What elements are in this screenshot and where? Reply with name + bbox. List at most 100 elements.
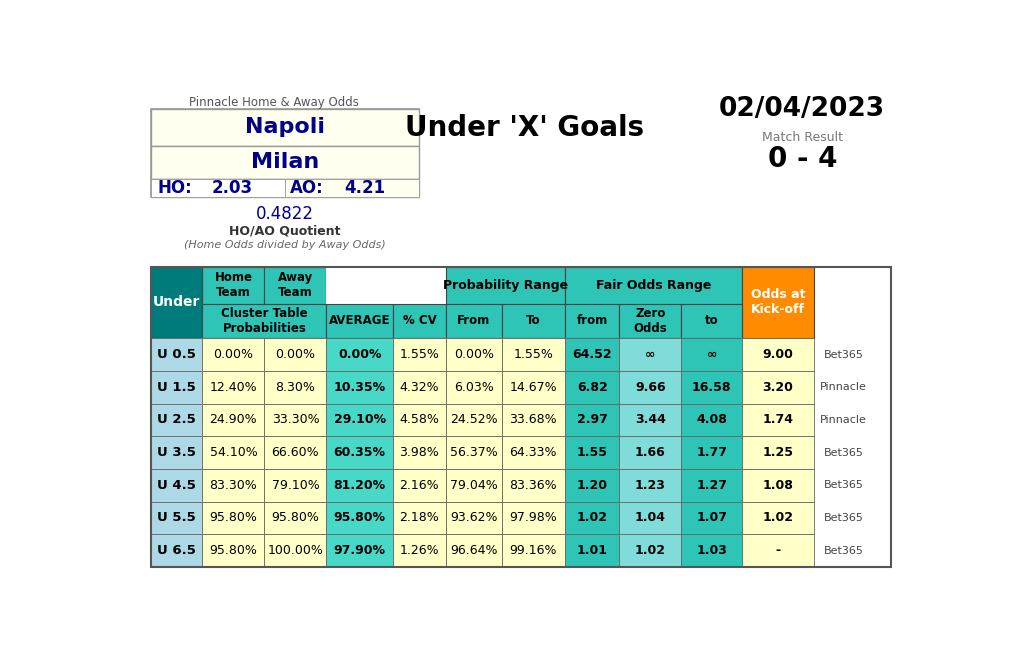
Bar — [327, 534, 393, 567]
Bar — [620, 404, 681, 436]
Bar — [327, 338, 393, 371]
Text: 2.16%: 2.16% — [399, 479, 439, 492]
Text: U 0.5: U 0.5 — [158, 348, 197, 361]
Text: 4.21: 4.21 — [344, 179, 385, 197]
Text: 1.55: 1.55 — [577, 446, 607, 459]
Text: 56.37%: 56.37% — [450, 446, 498, 459]
Bar — [327, 304, 393, 338]
Bar — [264, 267, 327, 304]
Text: 1.02: 1.02 — [762, 511, 794, 524]
Text: Bet365: Bet365 — [823, 349, 863, 359]
Bar — [741, 338, 814, 371]
Text: Bet365: Bet365 — [823, 513, 863, 523]
Bar — [393, 371, 445, 404]
Bar — [620, 338, 681, 371]
Bar — [741, 469, 814, 502]
Bar — [264, 502, 327, 534]
Bar — [264, 469, 327, 502]
Bar — [203, 534, 264, 567]
Text: 1.25: 1.25 — [762, 446, 794, 459]
Text: 24.52%: 24.52% — [450, 414, 498, 426]
Bar — [681, 436, 741, 469]
Text: U 3.5: U 3.5 — [158, 446, 197, 459]
Bar — [620, 469, 681, 502]
Bar — [565, 267, 741, 304]
Text: 24.90%: 24.90% — [210, 414, 257, 426]
Bar — [264, 534, 327, 567]
Bar — [203, 371, 264, 404]
Text: 1.01: 1.01 — [577, 544, 607, 557]
Bar — [445, 267, 565, 304]
Text: From: From — [457, 314, 490, 328]
Text: 1.02: 1.02 — [577, 511, 607, 524]
Text: 1.74: 1.74 — [762, 414, 794, 426]
Text: Napoli: Napoli — [245, 117, 325, 137]
Bar — [620, 436, 681, 469]
Bar — [502, 469, 565, 502]
Bar — [445, 534, 502, 567]
Bar — [152, 109, 419, 146]
Bar — [152, 338, 203, 371]
Text: 0.00%: 0.00% — [275, 348, 315, 361]
Text: 83.36%: 83.36% — [510, 479, 557, 492]
Text: U 6.5: U 6.5 — [158, 544, 197, 557]
Text: 33.68%: 33.68% — [510, 414, 557, 426]
Text: AO:: AO: — [290, 179, 324, 197]
Bar — [741, 404, 814, 436]
Bar — [327, 371, 393, 404]
Bar — [327, 404, 393, 436]
Bar — [565, 338, 620, 371]
Bar — [327, 469, 393, 502]
Bar — [393, 502, 445, 534]
Text: 3.20: 3.20 — [763, 381, 794, 394]
Text: Pinnacle: Pinnacle — [820, 415, 866, 425]
Text: 1.55%: 1.55% — [399, 348, 439, 361]
Text: U 2.5: U 2.5 — [158, 414, 197, 426]
Text: 6.82: 6.82 — [577, 381, 607, 394]
Bar — [393, 304, 445, 338]
Bar — [741, 502, 814, 534]
Bar — [203, 338, 264, 371]
Bar — [327, 436, 393, 469]
Text: 64.52: 64.52 — [572, 348, 612, 361]
Bar — [681, 534, 741, 567]
Bar — [502, 436, 565, 469]
Text: 2.97: 2.97 — [577, 414, 607, 426]
Text: Odds at
Kick-off: Odds at Kick-off — [751, 288, 805, 316]
Text: 8.30%: 8.30% — [275, 381, 315, 394]
Text: 9.66: 9.66 — [635, 381, 666, 394]
Bar — [393, 404, 445, 436]
Bar — [152, 404, 203, 436]
Text: Bet365: Bet365 — [823, 546, 863, 556]
Text: 6.03%: 6.03% — [454, 381, 494, 394]
Bar — [502, 371, 565, 404]
Text: 4.32%: 4.32% — [399, 381, 439, 394]
Bar — [741, 534, 814, 567]
Text: Pinnacle: Pinnacle — [820, 383, 866, 392]
Text: 4.58%: 4.58% — [399, 414, 439, 426]
Text: 9.00: 9.00 — [763, 348, 794, 361]
Bar — [152, 371, 203, 404]
Bar — [741, 371, 814, 404]
Bar — [620, 502, 681, 534]
Text: Under 'X' Goals: Under 'X' Goals — [406, 114, 644, 142]
Text: 10.35%: 10.35% — [334, 381, 386, 394]
Bar — [502, 404, 565, 436]
Bar — [152, 469, 203, 502]
Bar — [152, 436, 203, 469]
Text: 60.35%: 60.35% — [334, 446, 386, 459]
Text: 100.00%: 100.00% — [267, 544, 324, 557]
Bar — [502, 304, 565, 338]
Text: 29.10%: 29.10% — [334, 414, 386, 426]
Text: U 1.5: U 1.5 — [158, 381, 197, 394]
Text: Fair Odds Range: Fair Odds Range — [596, 278, 711, 292]
Text: 95.80%: 95.80% — [210, 511, 257, 524]
Text: Zero
Odds: Zero Odds — [634, 307, 668, 335]
Text: 95.80%: 95.80% — [210, 544, 257, 557]
Text: 1.66: 1.66 — [635, 446, 666, 459]
Bar — [681, 371, 741, 404]
Text: (Home Odds divided by Away Odds): (Home Odds divided by Away Odds) — [184, 240, 386, 250]
Bar — [285, 179, 419, 198]
Bar — [620, 304, 681, 338]
Bar — [445, 338, 502, 371]
